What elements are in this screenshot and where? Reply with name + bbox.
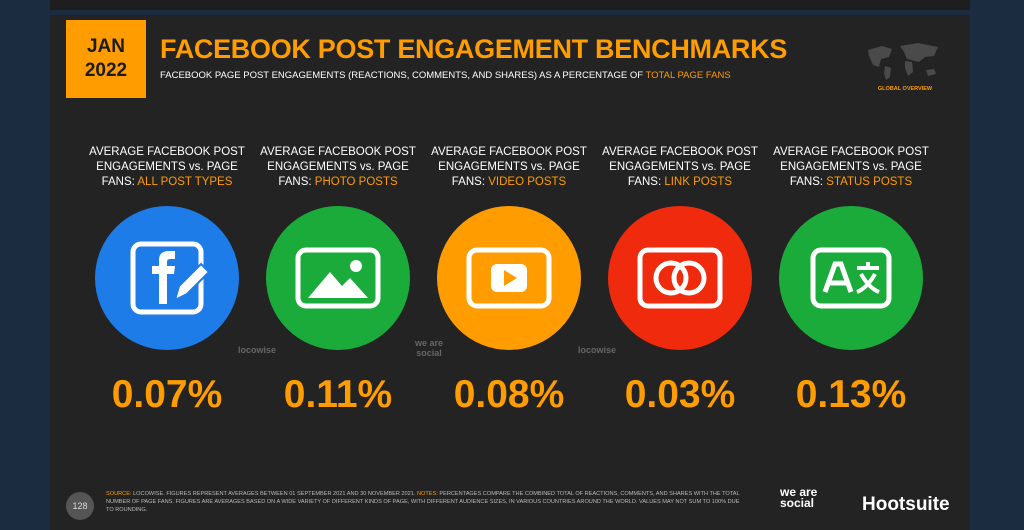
label-line: AVERAGE FACEBOOK POST (253, 145, 423, 160)
label-line: ENGAGEMENTS vs. PAGE (253, 160, 423, 175)
label-text: AVERAGE FACEBOOK POST (773, 146, 929, 158)
label-line: AVERAGE FACEBOOK POST (424, 145, 594, 160)
icon-circle (608, 206, 752, 350)
label-text: FANS: (789, 176, 824, 188)
world-map (868, 43, 938, 80)
panel-label: AVERAGE FACEBOOK POST ENGAGEMENTS vs. PAG… (595, 145, 765, 190)
label-text: ENGAGEMENTS vs. PAGE (780, 161, 922, 173)
label-highlight: LINK POSTS (664, 176, 733, 188)
label-text: FANS: (101, 176, 135, 188)
icon-f (152, 251, 175, 304)
subtitle-text: FACEBOOK PAGE POST ENGAGEMENTS (REACTION… (160, 70, 644, 81)
logo-we-are-social: we are social (780, 485, 818, 510)
logo-hootsuite: Hootsuite (862, 494, 950, 515)
icon-frame (295, 247, 381, 309)
icon (810, 247, 892, 309)
panel-label: AVERAGE FACEBOOK POST ENGAGEMENTS vs. PAG… (82, 145, 252, 190)
label-line: ENGAGEMENTS vs. PAGE (82, 160, 252, 175)
icon-sun (350, 260, 362, 272)
label-text: AVERAGE FACEBOOK POST (431, 146, 587, 158)
label-text: FANS: (451, 176, 486, 188)
footnote: SOURCE: LOCOWISE. FIGURES REPRESENT AVER… (106, 490, 746, 514)
label-line: ENGAGEMENTS vs. PAGE (766, 160, 936, 175)
icon-frame (810, 247, 892, 309)
label-highlight: STATUS POSTS (826, 176, 913, 188)
icon-play (504, 270, 517, 286)
label-line: ENGAGEMENTS vs. PAGE (424, 160, 594, 175)
title: FACEBOOK POST ENGAGEMENT BENCHMARKS (160, 34, 788, 64)
icon-frame (466, 247, 552, 309)
notes-text: PERCENTAGES COMPARE THE COMBINED TOTAL O… (106, 491, 740, 513)
panel-value: 0.08% (453, 373, 565, 416)
icon (637, 247, 723, 309)
label-text: AVERAGE FACEBOOK POST (602, 146, 758, 158)
panel-value: 0.13% (795, 373, 907, 416)
label-line: FANS: PHOTO POSTS (253, 175, 423, 190)
panel-label: AVERAGE FACEBOOK POST ENGAGEMENTS vs. PAG… (424, 145, 594, 190)
label-text: AVERAGE FACEBOOK POST (89, 146, 245, 158)
label-text: ENGAGEMENTS vs. PAGE (96, 161, 238, 173)
source-text: LOCOWISE. FIGURES REPRESENT AVERAGES BET… (133, 491, 416, 497)
badge-month: JAN (86, 36, 125, 57)
panel-value: 0.03% (624, 373, 736, 416)
label-line: FANS: STATUS POSTS (766, 175, 936, 190)
panel-value: 0.11% (283, 373, 393, 416)
label-highlight: PHOTO POSTS (314, 176, 398, 188)
label-line: AVERAGE FACEBOOK POST (82, 145, 252, 160)
label-text: FANS: (627, 176, 662, 188)
icon-circle (779, 206, 923, 350)
label-line: AVERAGE FACEBOOK POST (595, 145, 765, 160)
label-text: FANS: (278, 176, 312, 188)
label-line: ENGAGEMENTS vs. PAGE (595, 160, 765, 175)
label-highlight: ALL POST TYPES (137, 176, 233, 188)
icon-mountain (308, 272, 368, 298)
icon-glyph-a (822, 261, 854, 293)
panel-value: 0.07% (111, 373, 223, 416)
label-text: ENGAGEMENTS vs. PAGE (609, 161, 751, 173)
icon-glyph-b (856, 262, 880, 294)
icon-circle (266, 206, 410, 350)
label-text: AVERAGE FACEBOOK POST (260, 146, 416, 158)
source-label: SOURCE: (106, 491, 132, 497)
watermark: locowise (237, 345, 276, 355)
subtitle: FACEBOOK PAGE POST ENGAGEMENTS (REACTION… (160, 70, 731, 81)
top-bar (50, 0, 970, 10)
region-label: GLOBAL OVERVIEW (877, 86, 933, 92)
icon (295, 247, 381, 309)
label-line: FANS: LINK POSTS (595, 175, 765, 190)
badge-year: 2022 (84, 60, 128, 81)
page-number: 128 (66, 492, 94, 520)
panel-label: AVERAGE FACEBOOK POST ENGAGEMENTS vs. PAG… (766, 145, 936, 190)
icon-ring (653, 260, 689, 296)
notes-label: NOTES: (417, 491, 438, 497)
icon-ring (671, 260, 707, 296)
watermark: we are social (414, 338, 444, 358)
label-text: ENGAGEMENTS vs. PAGE (267, 161, 409, 173)
icon (130, 241, 211, 315)
watermark: locowise (577, 345, 616, 355)
icon-pencil (173, 262, 211, 302)
subtitle-highlight: TOTAL PAGE FANS (645, 70, 731, 81)
icon-frame (637, 247, 723, 309)
panel-label: AVERAGE FACEBOOK POST ENGAGEMENTS vs. PAG… (253, 145, 423, 190)
label-text: ENGAGEMENTS vs. PAGE (438, 161, 580, 173)
date-badge: JAN 2022 (66, 20, 146, 98)
label-line: FANS: VIDEO POSTS (424, 175, 594, 190)
label-line: FANS: ALL POST TYPES (82, 175, 252, 190)
icon (466, 247, 552, 309)
label-highlight: VIDEO POSTS (488, 176, 567, 188)
label-line: AVERAGE FACEBOOK POST (766, 145, 936, 160)
